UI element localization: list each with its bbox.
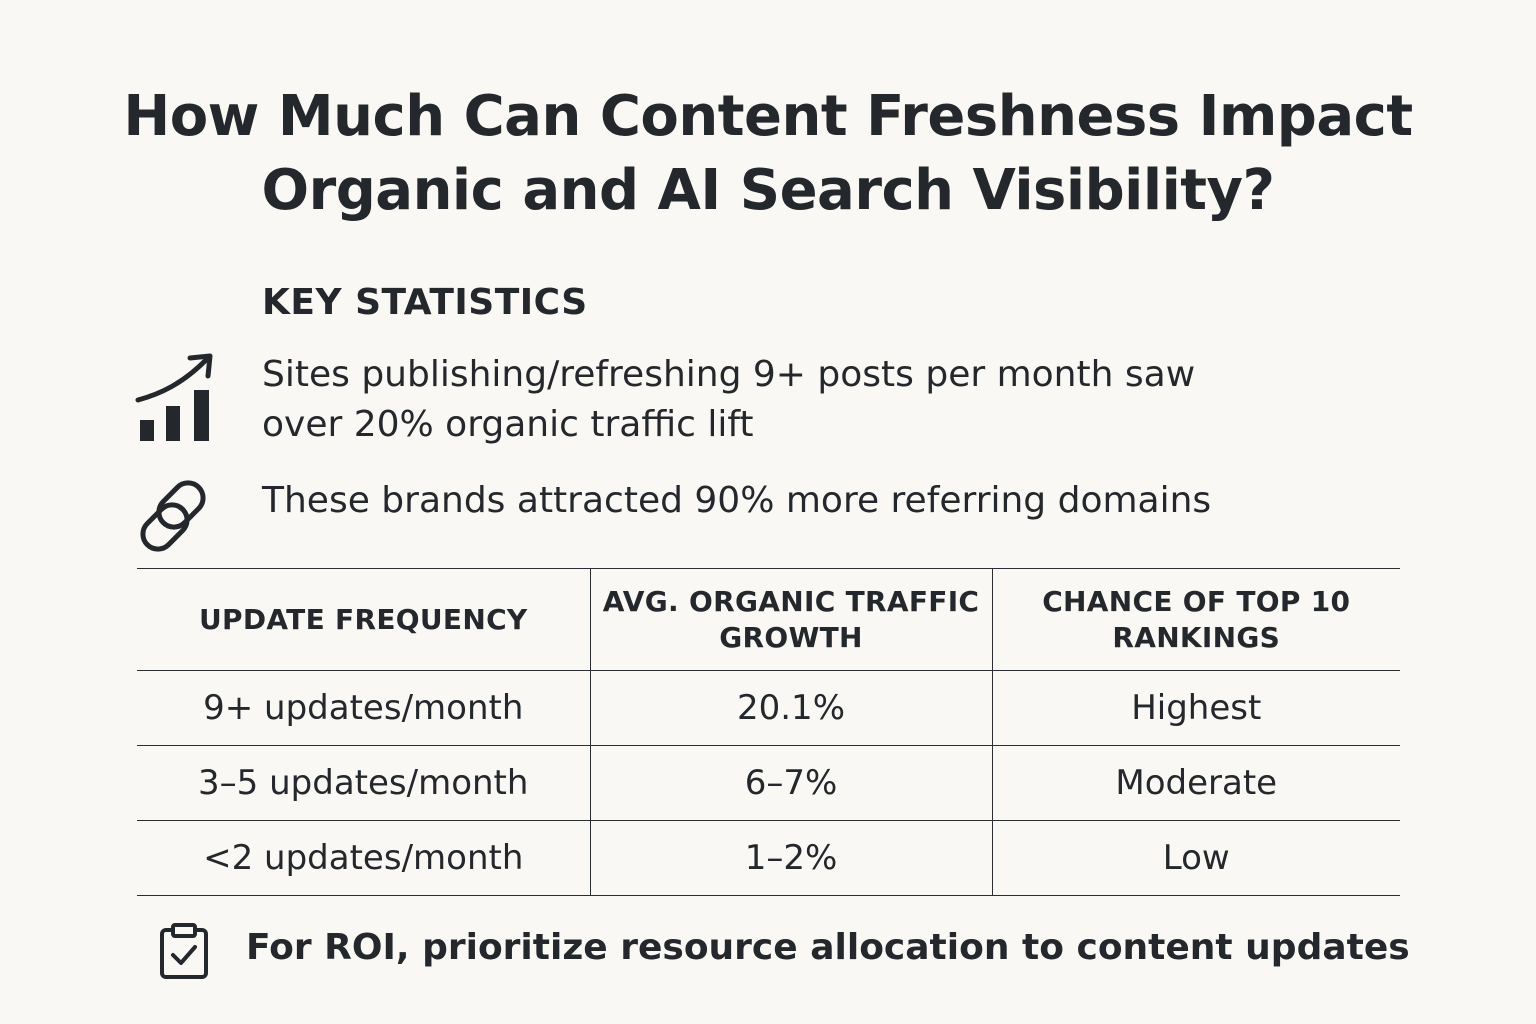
bar-chart-trend-up-icon	[135, 353, 213, 441]
statistic-referring-domains: These brands attracted 90% more referrin…	[262, 480, 1212, 521]
cell-update-frequency: <2 updates/month	[137, 820, 590, 896]
key-statistics-heading: KEY STATISTICS	[262, 282, 588, 323]
page-title: How Much Can Content Freshness Impact Or…	[0, 80, 1536, 228]
update-frequency-table: UPDATE FREQUENCY AVG. ORGANIC TRAFFIC GR…	[137, 568, 1400, 896]
table-row: 3–5 updates/month 6–7% Moderate	[137, 745, 1400, 821]
cell-traffic-growth: 20.1%	[589, 670, 992, 746]
cell-ranking-chance: Moderate	[991, 745, 1400, 821]
title-line-1: How Much Can Content Freshness Impact	[123, 84, 1413, 149]
cell-traffic-growth: 6–7%	[589, 745, 992, 821]
title-line-2: Organic and AI Search Visibility?	[261, 158, 1275, 223]
header-update-frequency: UPDATE FREQUENCY	[137, 568, 590, 671]
roi-callout: For ROI, prioritize resource allocation …	[246, 927, 1410, 968]
cell-update-frequency: 9+ updates/month	[137, 670, 590, 746]
cell-ranking-chance: Low	[991, 820, 1400, 896]
table-row: <2 updates/month 1–2% Low	[137, 820, 1400, 896]
cell-ranking-chance: Highest	[991, 670, 1400, 746]
cell-traffic-growth: 1–2%	[589, 820, 992, 896]
link-icon	[140, 480, 206, 552]
header-avg-organic-traffic-growth: AVG. ORGANIC TRAFFIC GROWTH	[589, 568, 992, 671]
header-chance-of-top-10-rankings: CHANCE OF TOP 10 RANKINGS	[991, 568, 1400, 671]
clipboard-check-icon	[160, 923, 208, 979]
table-header-row: UPDATE FREQUENCY AVG. ORGANIC TRAFFIC GR…	[137, 568, 1400, 671]
table-row: 9+ updates/month 20.1% Highest	[137, 670, 1400, 746]
cell-update-frequency: 3–5 updates/month	[137, 745, 590, 821]
statistic-traffic-lift: Sites publishing/refreshing 9+ posts per…	[262, 354, 1196, 445]
